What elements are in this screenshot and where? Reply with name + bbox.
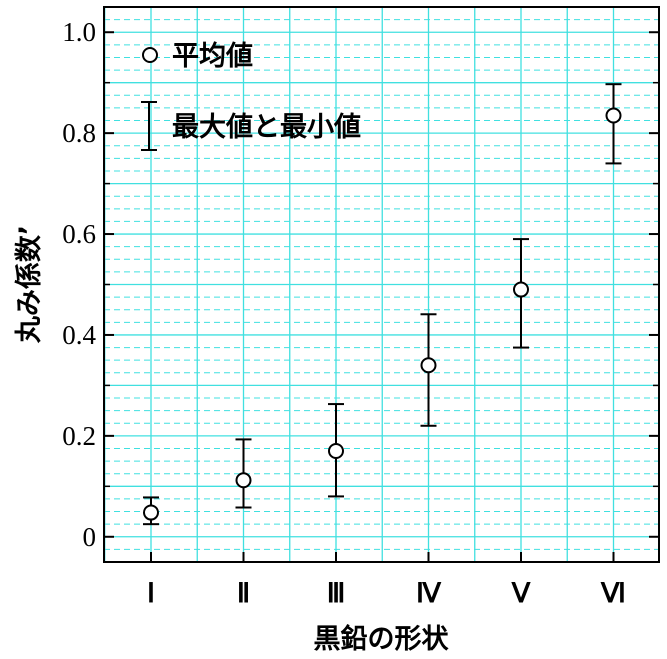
data-point-group [328,403,344,498]
data-point-group [143,496,159,526]
data-point-group [605,83,622,165]
y-tick-label: 0.2 [62,421,96,451]
mean-point [143,504,159,521]
mean-point [605,107,622,124]
data-point-group [513,238,529,349]
mean-point [235,472,252,489]
mean-point [513,281,529,298]
y-tick-label: 1.0 [62,17,96,47]
minor-gridlines [104,6,659,563]
legend-mean-label: 平均値 [172,41,253,72]
y-axis-ticks: 0 0.2 0.4 0.6 0.8 1.0 [62,17,659,552]
y-tick-label: 0.8 [62,118,96,148]
mean-point [420,357,437,374]
data-marks [143,83,622,526]
data-point-group [420,313,437,427]
x-tick-label: Ⅱ [237,578,250,608]
y-tick-label: 0 [83,522,97,552]
x-tick-label: Ⅰ [147,578,155,608]
x-tick-label: Ⅴ [511,578,531,608]
major-gridlines [104,7,659,562]
y-tick-label: 0.4 [62,320,96,350]
x-axis-ticks: Ⅰ Ⅱ Ⅲ Ⅳ Ⅴ Ⅵ [147,552,626,608]
data-point-group [235,438,252,509]
x-tick-label: Ⅲ [327,578,346,608]
legend-errorbar-marker [141,101,157,151]
y-tick-label: 0.6 [62,219,96,249]
legend: 平均値 最大値と最小値 [141,41,361,151]
x-tick-label: Ⅳ [416,578,442,608]
x-axis-title: 黒鉛の形状 [314,623,450,655]
legend-errorbar-label: 最大値と最小値 [172,112,361,143]
legend-mean-marker [142,47,158,63]
x-tick-label: Ⅵ [600,578,626,608]
mean-point [328,443,344,459]
y-axis-title: 丸み係数’ [14,225,45,344]
